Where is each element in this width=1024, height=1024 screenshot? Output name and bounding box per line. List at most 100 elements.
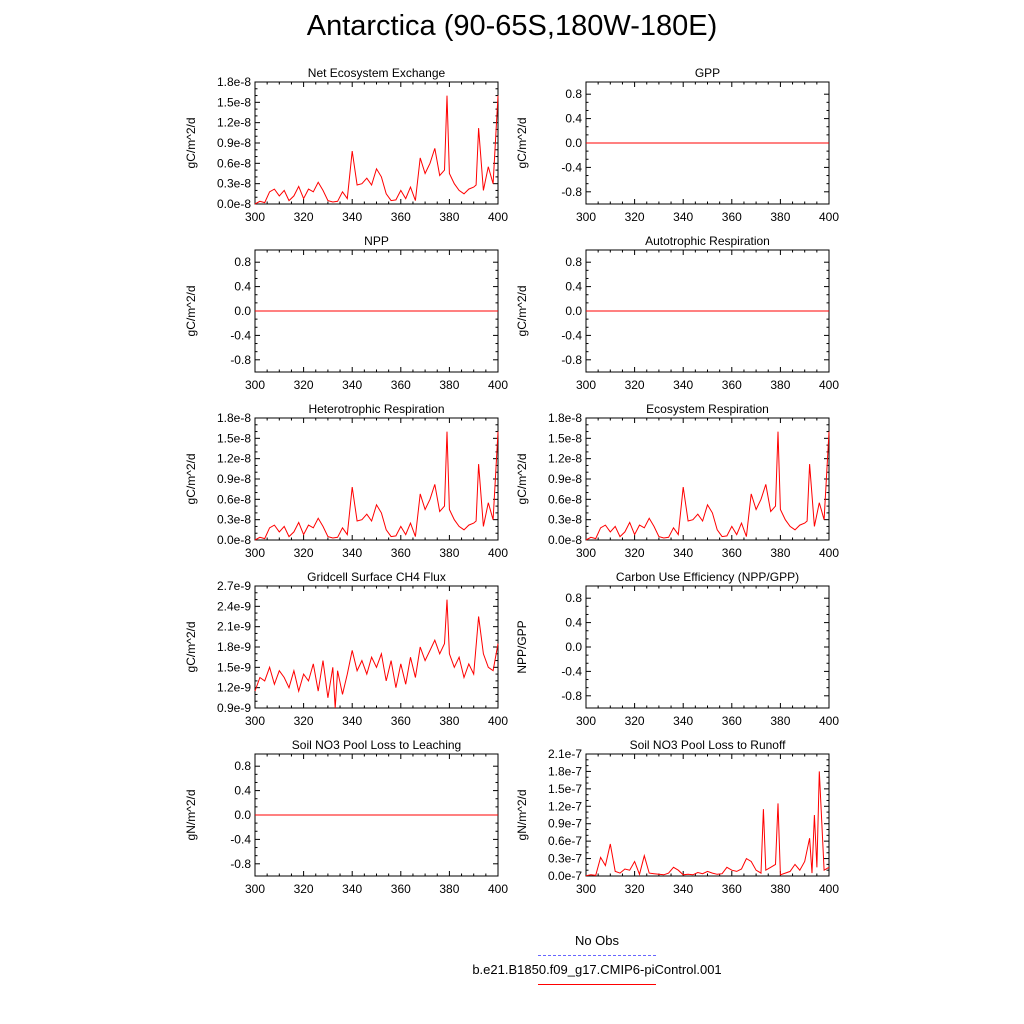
x-tick-label: 320 xyxy=(294,882,314,896)
x-tick-label: 320 xyxy=(625,210,645,224)
x-tick-label: 340 xyxy=(342,714,362,728)
y-axis-label: gN/m^2/d xyxy=(184,790,198,841)
y-tick-label: -0.8 xyxy=(230,857,251,871)
x-tick-label: 360 xyxy=(722,714,742,728)
chart-panel-4: Autotrophic Respiration gC/m^2/d 300 320 340… xyxy=(515,234,839,392)
x-tick-label: 380 xyxy=(439,882,459,896)
y-axis-label: gC/m^2/d xyxy=(515,454,529,505)
panel-frame xyxy=(585,753,830,877)
x-tick-label: 400 xyxy=(488,546,508,560)
y-tick-label: 2.1e-7 xyxy=(548,747,582,761)
y-tick-label: 0.9e-8 xyxy=(217,472,251,486)
x-tick-label: 320 xyxy=(294,714,314,728)
x-tick-label: 320 xyxy=(625,714,645,728)
panel-title: Soil NO3 Pool Loss to Runoff xyxy=(630,738,787,752)
y-tick-label: 0.0 xyxy=(234,304,251,318)
legend-obs-label: No Obs xyxy=(574,933,620,948)
y-tick-label: 0.8 xyxy=(565,87,582,101)
y-tick-label: 1.5e-8 xyxy=(217,431,251,445)
y-tick-label: 0.8 xyxy=(234,759,251,773)
x-tick-label: 400 xyxy=(819,882,839,896)
y-tick-label: 1.8e-7 xyxy=(548,764,582,778)
y-tick-label: 1.8e-8 xyxy=(217,75,251,89)
x-tick-label: 340 xyxy=(673,714,693,728)
chart-panel-5: Heterotrophic Respiration gC/m^2/d 300 320 3… xyxy=(184,402,508,560)
x-tick-label: 300 xyxy=(245,210,265,224)
y-tick-label: 1.2e-9 xyxy=(217,681,251,695)
y-tick-label: 1.2e-8 xyxy=(548,452,582,466)
x-tick-label: 360 xyxy=(722,378,742,392)
y-tick-label: 0.6e-8 xyxy=(217,492,251,506)
y-tick-label: 0.8 xyxy=(565,591,582,605)
x-tick-label: 320 xyxy=(294,546,314,560)
y-tick-label: 0.3e-7 xyxy=(548,852,582,866)
chart-panel-2: GPP gC/m^2/d 300 320 340 360 380 400 -0.8 -0.4 0.0… xyxy=(515,66,839,224)
x-tick-label: 380 xyxy=(770,546,790,560)
y-tick-label: 0.9e-7 xyxy=(548,817,582,831)
x-tick-label: 320 xyxy=(625,882,645,896)
panel-title: NPP xyxy=(364,234,389,248)
y-tick-label: 1.2e-8 xyxy=(217,452,251,466)
y-axis-label: gC/m^2/d xyxy=(184,118,198,169)
y-tick-label: 0.0 xyxy=(234,808,251,822)
x-tick-label: 300 xyxy=(576,882,596,896)
panel-title: Soil NO3 Pool Loss to Leaching xyxy=(292,738,461,752)
y-tick-label: 1.5e-8 xyxy=(217,95,251,109)
y-tick-label: 0.4 xyxy=(565,616,582,630)
x-tick-label: 360 xyxy=(391,210,411,224)
y-axis-label: gC/m^2/d xyxy=(184,622,198,673)
y-tick-label: 1.2e-7 xyxy=(548,799,582,813)
series-line xyxy=(254,599,499,709)
x-tick-label: 340 xyxy=(342,882,362,896)
y-tick-label: 1.5e-9 xyxy=(217,660,251,674)
panel-frame xyxy=(254,417,499,541)
y-tick-label: 2.4e-9 xyxy=(217,599,251,613)
y-tick-label: 0.0 xyxy=(565,640,582,654)
x-tick-label: 400 xyxy=(819,546,839,560)
chart-panel-10: Soil NO3 Pool Loss to Runoff gN/m^2/d 300 3… xyxy=(515,738,839,896)
legend-model-label: b.e21.B1850.f09_g17.CMIP6-piControl.001 xyxy=(472,962,722,977)
x-tick-label: 400 xyxy=(819,378,839,392)
panel-frame xyxy=(254,585,499,709)
series-line xyxy=(585,431,830,541)
x-tick-label: 400 xyxy=(819,210,839,224)
x-tick-label: 300 xyxy=(245,714,265,728)
x-tick-label: 360 xyxy=(391,546,411,560)
x-tick-label: 340 xyxy=(673,546,693,560)
y-tick-label: 0.8 xyxy=(565,255,582,269)
x-tick-label: 380 xyxy=(439,378,459,392)
x-tick-label: 320 xyxy=(294,210,314,224)
chart-panel-8: Carbon Use Efficiency (NPP/GPP) NPP/GPP 30… xyxy=(515,570,839,728)
panel-title: Autotrophic Respiration xyxy=(645,234,770,248)
y-tick-label: -0.8 xyxy=(561,185,582,199)
y-tick-label: -0.8 xyxy=(561,689,582,703)
y-tick-label: -0.4 xyxy=(561,664,582,678)
x-tick-label: 400 xyxy=(488,378,508,392)
y-tick-label: -0.4 xyxy=(561,160,582,174)
y-tick-label: -0.8 xyxy=(561,353,582,367)
y-tick-label: 1.5e-8 xyxy=(548,431,582,445)
chart-panel-1: Net Ecosystem Exchange gC/m^2/d 300 320 340 3… xyxy=(184,66,508,224)
x-tick-label: 380 xyxy=(439,210,459,224)
legend-obs-line xyxy=(538,955,656,956)
y-tick-label: 1.8e-8 xyxy=(548,411,582,425)
y-tick-label: -0.4 xyxy=(561,328,582,342)
panel-title: Gridcell Surface CH4 Flux xyxy=(307,570,446,584)
x-tick-label: 400 xyxy=(819,714,839,728)
x-tick-label: 320 xyxy=(294,378,314,392)
x-tick-label: 380 xyxy=(770,882,790,896)
y-tick-label: 0.8 xyxy=(234,255,251,269)
y-tick-label: 0.4 xyxy=(234,784,251,798)
panel-frame xyxy=(585,585,830,709)
y-axis-label: gC/m^2/d xyxy=(184,286,198,337)
x-tick-label: 340 xyxy=(673,882,693,896)
series-line xyxy=(254,95,499,205)
panel-title: Net Ecosystem Exchange xyxy=(308,66,446,80)
x-tick-label: 320 xyxy=(625,546,645,560)
y-tick-label: 1.2e-8 xyxy=(217,116,251,130)
y-tick-label: 0.0 xyxy=(565,136,582,150)
y-tick-label: -0.4 xyxy=(230,832,251,846)
y-tick-label: 1.8e-8 xyxy=(217,411,251,425)
y-tick-label: 0.0 xyxy=(565,304,582,318)
